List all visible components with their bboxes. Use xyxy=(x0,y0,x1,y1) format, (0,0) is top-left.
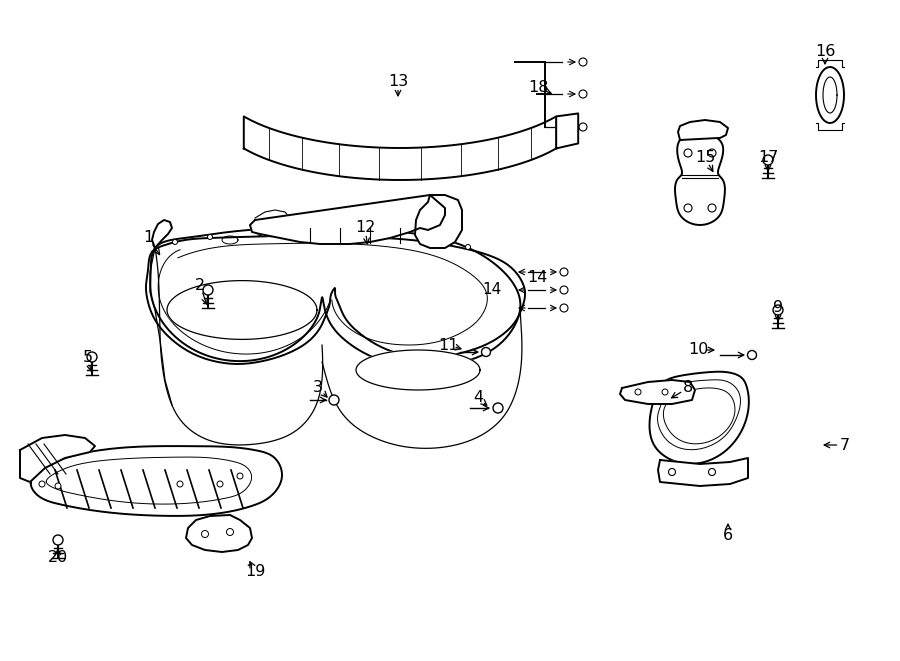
Circle shape xyxy=(579,123,587,131)
Text: 18: 18 xyxy=(527,81,548,95)
Polygon shape xyxy=(650,371,749,464)
Polygon shape xyxy=(186,515,252,552)
Text: 12: 12 xyxy=(355,221,375,235)
Polygon shape xyxy=(150,228,520,367)
Text: 2: 2 xyxy=(195,278,205,293)
Circle shape xyxy=(177,481,183,487)
Polygon shape xyxy=(250,195,445,244)
Circle shape xyxy=(257,231,263,235)
Circle shape xyxy=(763,155,773,165)
Circle shape xyxy=(53,535,63,545)
Text: 4: 4 xyxy=(472,391,483,405)
Circle shape xyxy=(55,483,61,489)
Text: 19: 19 xyxy=(245,564,266,580)
Polygon shape xyxy=(816,123,844,127)
Circle shape xyxy=(328,229,332,233)
Polygon shape xyxy=(556,114,578,149)
Text: 8: 8 xyxy=(683,381,693,395)
Circle shape xyxy=(579,90,587,98)
Circle shape xyxy=(87,352,97,362)
Polygon shape xyxy=(244,116,556,180)
Circle shape xyxy=(560,286,568,294)
Circle shape xyxy=(684,204,692,212)
Polygon shape xyxy=(678,120,728,140)
Circle shape xyxy=(662,389,668,395)
Circle shape xyxy=(329,395,339,405)
Circle shape xyxy=(560,304,568,312)
Text: 14: 14 xyxy=(527,270,548,286)
Polygon shape xyxy=(415,195,462,248)
Text: 17: 17 xyxy=(758,151,778,165)
Circle shape xyxy=(482,348,490,356)
Circle shape xyxy=(202,531,209,537)
Polygon shape xyxy=(167,281,317,339)
Polygon shape xyxy=(31,446,282,516)
Polygon shape xyxy=(658,458,748,486)
Text: 15: 15 xyxy=(695,151,716,165)
Circle shape xyxy=(635,389,641,395)
Circle shape xyxy=(493,403,503,413)
Polygon shape xyxy=(823,77,837,113)
Circle shape xyxy=(173,239,177,245)
Polygon shape xyxy=(816,67,844,123)
Text: 9: 9 xyxy=(773,301,783,315)
Text: 11: 11 xyxy=(437,338,458,352)
Text: 6: 6 xyxy=(723,527,734,543)
Polygon shape xyxy=(356,350,480,390)
Circle shape xyxy=(684,149,692,157)
Polygon shape xyxy=(146,236,525,364)
Text: 5: 5 xyxy=(83,350,93,366)
Circle shape xyxy=(227,529,233,535)
Circle shape xyxy=(39,481,45,487)
Circle shape xyxy=(203,285,213,295)
Polygon shape xyxy=(152,220,172,248)
Text: 1: 1 xyxy=(143,231,153,245)
Circle shape xyxy=(388,231,392,235)
Polygon shape xyxy=(675,133,724,225)
Circle shape xyxy=(708,149,716,157)
Circle shape xyxy=(669,469,676,475)
Circle shape xyxy=(433,235,437,241)
Circle shape xyxy=(465,245,471,249)
Circle shape xyxy=(708,469,716,475)
Polygon shape xyxy=(816,63,844,67)
Polygon shape xyxy=(20,435,95,482)
Circle shape xyxy=(237,473,243,479)
Circle shape xyxy=(773,305,783,315)
Text: 14: 14 xyxy=(482,282,502,297)
Circle shape xyxy=(217,481,223,487)
Text: 10: 10 xyxy=(688,342,708,358)
Text: 20: 20 xyxy=(48,551,68,566)
Circle shape xyxy=(579,58,587,66)
Text: 16: 16 xyxy=(814,44,835,59)
Text: 13: 13 xyxy=(388,75,408,89)
Polygon shape xyxy=(620,380,695,404)
Circle shape xyxy=(748,350,757,360)
Text: 3: 3 xyxy=(313,381,323,395)
Circle shape xyxy=(708,204,716,212)
Circle shape xyxy=(560,268,568,276)
Text: 7: 7 xyxy=(840,438,850,453)
Circle shape xyxy=(208,235,212,239)
